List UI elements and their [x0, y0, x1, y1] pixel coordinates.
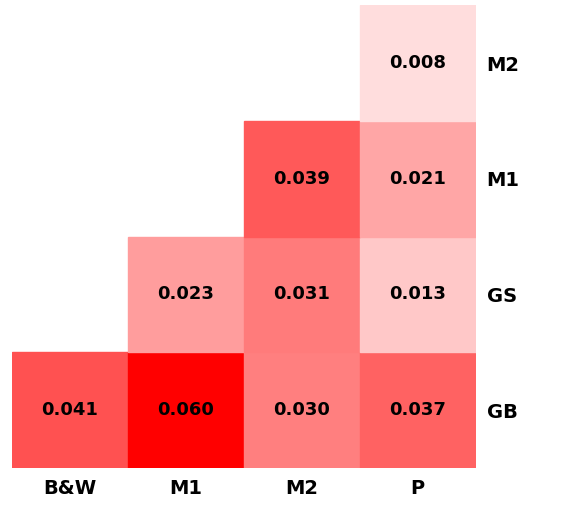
Text: 0.060: 0.060 [157, 401, 214, 419]
Text: 0.021: 0.021 [389, 170, 446, 188]
Bar [360, 121, 476, 237]
Bar [244, 121, 360, 237]
Text: 0.013: 0.013 [389, 285, 446, 304]
Bar [244, 353, 360, 468]
Bar [128, 237, 244, 353]
Bar [360, 237, 476, 353]
Text: 0.030: 0.030 [273, 401, 330, 419]
Text: 0.008: 0.008 [389, 54, 446, 72]
Bar [360, 5, 476, 121]
Bar [12, 353, 128, 468]
Text: 0.039: 0.039 [273, 170, 330, 188]
Text: 0.037: 0.037 [389, 401, 446, 419]
Bar [128, 353, 244, 468]
Bar [360, 353, 476, 468]
Text: 0.041: 0.041 [41, 401, 98, 419]
Bar [244, 237, 360, 353]
Text: 0.031: 0.031 [273, 285, 330, 304]
Text: 0.023: 0.023 [157, 285, 214, 304]
